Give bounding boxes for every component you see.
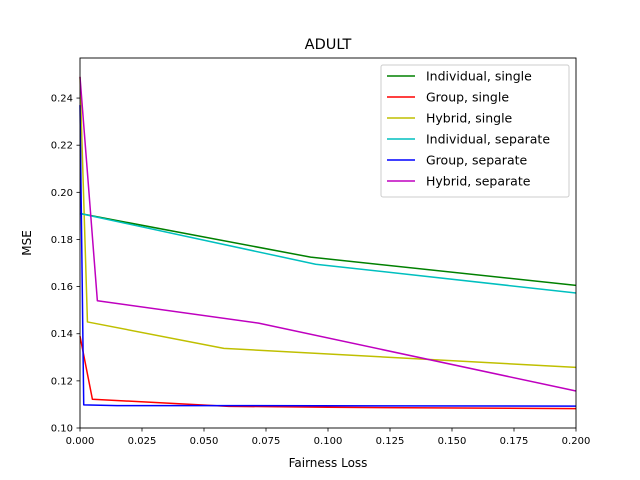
y-tick-label: 0.24 [51, 94, 73, 105]
y-tick-label: 0.18 [51, 235, 73, 246]
series-line-5 [79, 76, 577, 392]
chart-title: ADULT [305, 37, 352, 53]
x-tick-label: 0.000 [66, 436, 95, 447]
legend-box [380, 64, 570, 198]
x-tick-label: 0.025 [128, 436, 157, 447]
x-tick-label: 0.050 [190, 436, 219, 447]
legend-label-5: Hybrid, separate [426, 174, 531, 189]
y-tick-label: 0.12 [51, 376, 73, 387]
x-tick-label: 0.150 [438, 436, 467, 447]
legend-label-1: Group, single [426, 90, 509, 105]
y-tick-label: 0.16 [51, 282, 73, 293]
legend-label-4: Group, separate [426, 153, 527, 168]
y-tick-label: 0.20 [51, 188, 73, 199]
plot-frame [79, 57, 577, 429]
series-line-2 [79, 76, 577, 369]
series-line-0 [79, 212, 577, 287]
legend-label-2: Hybrid, single [426, 111, 513, 126]
y-tick-label: 0.22 [51, 141, 73, 152]
x-axis-label: Fairness Loss [289, 456, 368, 470]
ticks-layer: 0.000 0.025 0.050 0.075 0.100 0.125 0.150 0.175… [51, 94, 591, 447]
y-tick-label: 0.14 [51, 329, 73, 340]
series-line-4 [79, 105, 577, 407]
series-layer [79, 76, 577, 410]
series-line-3 [79, 212, 577, 294]
x-tick-label: 0.075 [252, 436, 281, 447]
y-tick-label: 0.10 [51, 424, 73, 435]
series-line-1 [79, 335, 577, 410]
legend: Individual, single Group, single Hybrid, s… [380, 64, 570, 198]
legend-label-3: Individual, separate [426, 132, 550, 147]
y-axis-label: MSE [20, 230, 34, 256]
x-tick-label: 0.125 [376, 436, 405, 447]
legend-label-0: Individual, single [426, 69, 532, 84]
x-tick-label: 0.175 [500, 436, 529, 447]
x-tick-label: 0.200 [562, 436, 591, 447]
x-tick-label: 0.100 [314, 436, 343, 447]
